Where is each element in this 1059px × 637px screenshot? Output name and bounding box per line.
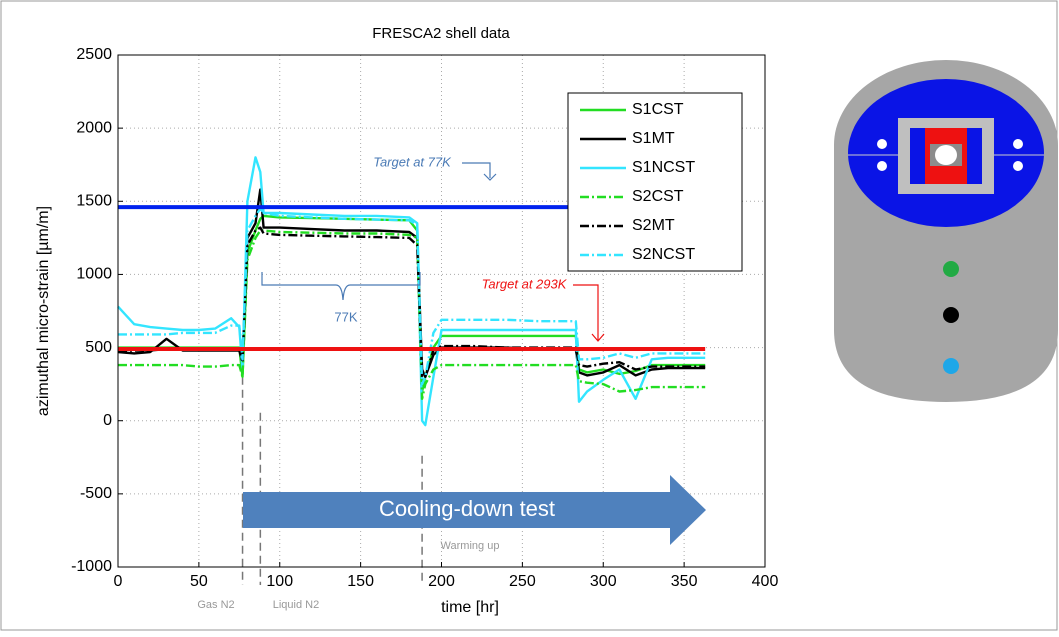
- hole: [877, 139, 887, 149]
- y-tick-label: 2000: [76, 119, 112, 136]
- y-tick-label: -500: [80, 485, 112, 502]
- hole: [877, 161, 887, 171]
- series-line: [117, 156, 706, 427]
- x-tick-label: 150: [347, 573, 374, 590]
- legend: [567, 92, 743, 272]
- chart-title: FRESCA2 shell data: [372, 25, 510, 42]
- gauge: [943, 261, 959, 277]
- series-line: [118, 207, 706, 386]
- hole: [1013, 161, 1023, 171]
- reference-label: Target at 77K: [373, 154, 452, 169]
- callout: [573, 284, 599, 340]
- aperture: [935, 145, 957, 165]
- x-tick-label: 200: [428, 573, 455, 590]
- y-tick-label: 1500: [76, 193, 112, 210]
- y-axis-label: azimuthal micro-strain [µm/m]: [35, 206, 52, 416]
- reference-label: Target at 293K: [482, 276, 568, 291]
- legend-label: S2NCST: [632, 246, 695, 263]
- gauge: [943, 307, 959, 323]
- x-tick-label: 350: [671, 573, 698, 590]
- plot-border: [117, 54, 766, 568]
- shell-diagram: [834, 60, 1058, 402]
- y-tick-label: -1000: [71, 558, 112, 575]
- legend-label: S1NCST: [632, 159, 695, 176]
- y-tick-label: 2500: [76, 46, 112, 63]
- legend-label: S1CST: [632, 101, 684, 118]
- series-line: [118, 226, 706, 378]
- event-label: Gas N2: [197, 599, 234, 611]
- hole: [1013, 139, 1023, 149]
- y-tick-label: 1000: [76, 266, 112, 283]
- event-label: Liquid N2: [273, 599, 319, 611]
- callout-head: [483, 173, 497, 181]
- legend-label: S1MT: [632, 130, 675, 147]
- legend-label: S2CST: [632, 188, 684, 205]
- callout: [462, 162, 491, 178]
- x-tick-label: 300: [590, 573, 617, 590]
- x-tick-label: 0: [114, 573, 123, 590]
- x-tick-label: 400: [752, 573, 779, 590]
- x-tick-label: 100: [266, 573, 293, 590]
- y-tick-label: 0: [103, 412, 112, 429]
- plot: 0 50 100 150 200 250 300 350 400 -1000 -500 0 500 100…: [71, 46, 778, 590]
- arrow: [243, 475, 706, 545]
- bracket-label: 77K: [334, 309, 357, 324]
- arrow-label: Cooling-down test: [379, 496, 555, 521]
- gauge: [943, 358, 959, 374]
- callout-head: [591, 333, 605, 342]
- x-tick-label: 250: [509, 573, 536, 590]
- bracket: [261, 272, 421, 301]
- y-tick-label: 500: [85, 339, 112, 356]
- x-axis-label: time [hr]: [441, 599, 499, 616]
- event-label: Warming up: [441, 540, 500, 552]
- legend-label: S2MT: [632, 217, 675, 234]
- x-tick-label: 50: [190, 573, 208, 590]
